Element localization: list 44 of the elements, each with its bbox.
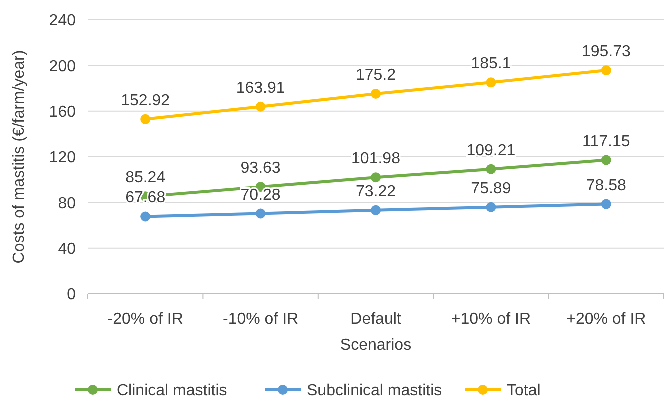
point [371,88,381,99]
y-tick-label: 0 [67,286,76,304]
data-label: 78.58 [586,177,627,194]
data-label: 163.91 [236,80,286,97]
data-label: 73.22 [356,183,396,200]
x-tick-label: -10% of IR [223,311,299,328]
data-label: 70.28 [240,186,281,204]
x-axis-title: Scenarios [340,337,412,354]
legend-label: Total [507,382,541,400]
x-tick-label: Default [350,311,402,328]
point [486,78,496,88]
x-tick-label: +10% of IR [451,311,532,328]
data-label: 117.15 [582,133,630,150]
y-tick-label: 120 [49,150,76,167]
data-label: 185.1 [471,56,512,73]
point [140,114,151,124]
point [486,202,496,212]
data-label: 152.92 [121,92,170,110]
point [371,205,381,216]
legend-label: Subclinical mastitis [307,382,442,400]
data-label: 175.2 [356,66,396,84]
data-label: 93.63 [240,160,281,178]
y-tick-label: 160 [49,104,76,121]
x-tick-label: +20% of IR [566,311,646,328]
point [256,208,266,219]
data-label: 85.24 [126,170,166,187]
y-axis-title: Costs of mastitis (€/farm/year) [11,50,28,264]
data-label: 195.73 [582,44,631,61]
legend-label: Clinical mastitis [117,382,228,400]
point [256,102,266,112]
x-tick-label: -20% of IR [108,311,184,328]
data-label: 101.98 [352,150,401,168]
y-tick-label: 240 [49,12,76,30]
y-tick-label: 80 [58,195,76,212]
point [371,172,381,183]
point [601,155,612,166]
y-tick-label: 200 [49,58,76,76]
point [486,164,496,174]
point [140,212,151,222]
point [601,66,612,76]
data-label: 75.89 [471,180,512,198]
data-label: 109.21 [466,142,516,160]
y-tick-label: 40 [58,240,76,258]
point [601,199,612,210]
